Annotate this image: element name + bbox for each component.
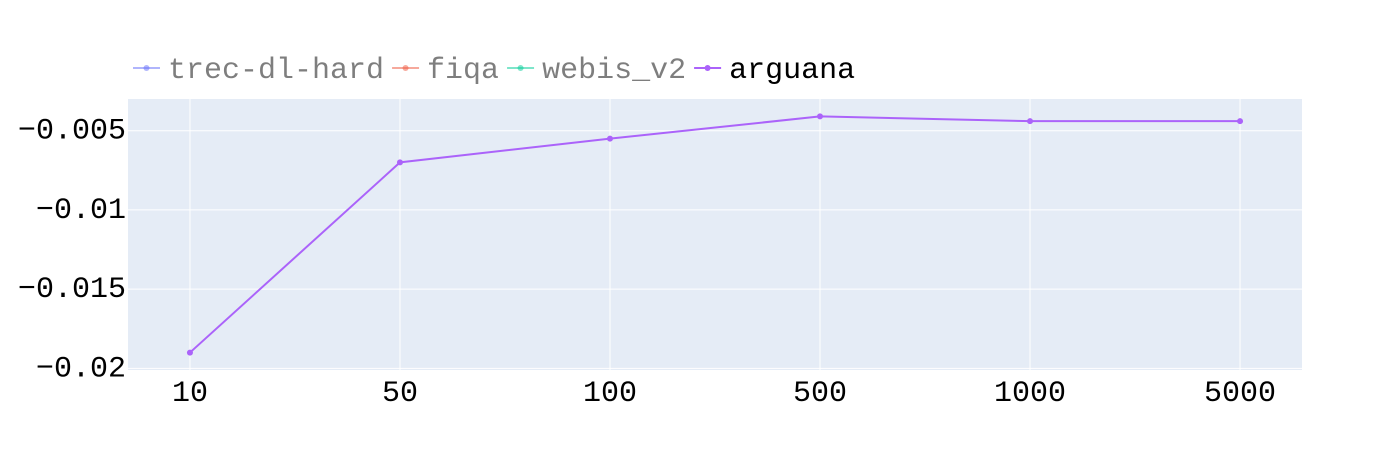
data-point <box>1237 118 1244 125</box>
legend-label[interactable]: webis_v2 <box>542 54 686 88</box>
legend-label[interactable]: fiqa <box>427 54 499 88</box>
legend-marker <box>517 65 524 71</box>
y-tick-label: −0.01 <box>36 194 126 228</box>
legend-marker <box>704 65 711 71</box>
data-point <box>396 159 403 166</box>
legend-marker <box>143 65 150 71</box>
data-point <box>606 135 613 142</box>
y-tick-label: −0.005 <box>18 115 126 149</box>
y-tick-label: −0.015 <box>18 273 126 307</box>
y-tick-label: −0.02 <box>36 352 126 386</box>
data-point <box>186 349 193 356</box>
x-tick-label: 1000 <box>994 377 1066 411</box>
x-tick-label: 10 <box>172 377 208 411</box>
data-point <box>817 113 824 120</box>
series-line <box>189 115 1241 354</box>
legend-label[interactable]: trec-dl-hard <box>168 54 384 88</box>
x-tick-label: 100 <box>583 377 637 411</box>
x-tick-label: 5000 <box>1204 377 1276 411</box>
legend-marker <box>402 65 409 71</box>
data-point <box>1027 118 1034 125</box>
x-tick-label: 50 <box>382 377 418 411</box>
plot-area <box>128 99 1302 370</box>
legend-label[interactable]: arguana <box>729 54 855 88</box>
x-tick-label: 500 <box>793 377 847 411</box>
